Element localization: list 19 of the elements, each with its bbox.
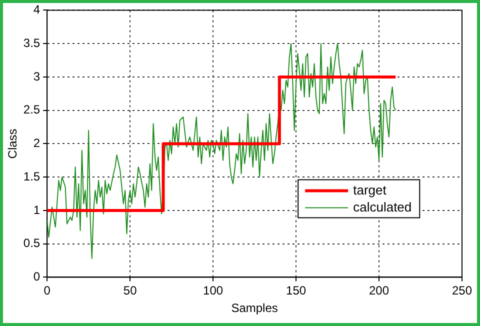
y-tick-label: 2.5 bbox=[23, 102, 40, 117]
x-axis-title: Samples bbox=[231, 301, 278, 316]
x-tick-label: 100 bbox=[203, 284, 224, 298]
legend-label: target bbox=[353, 182, 387, 198]
x-tick-label: 0 bbox=[44, 284, 51, 298]
y-tick-label: 1 bbox=[33, 202, 40, 217]
y-tick-label: 3.5 bbox=[23, 36, 40, 50]
x-tick-label: 200 bbox=[369, 284, 390, 298]
y-tick-label: 1.5 bbox=[23, 169, 40, 184]
x-tick-label: 150 bbox=[286, 284, 306, 298]
y-tick-label: 3 bbox=[33, 69, 40, 84]
y-tick-label: 2 bbox=[33, 136, 40, 150]
y-axis-title: Class bbox=[6, 128, 20, 159]
y-tick-label: 0.5 bbox=[23, 236, 40, 250]
y-tick-label: 0 bbox=[33, 270, 40, 284]
x-tick-label: 50 bbox=[123, 284, 138, 298]
y-tick-label: 4 bbox=[33, 2, 40, 17]
x-tick-label: 250 bbox=[452, 284, 472, 298]
legend-label: calculated bbox=[353, 199, 412, 214]
